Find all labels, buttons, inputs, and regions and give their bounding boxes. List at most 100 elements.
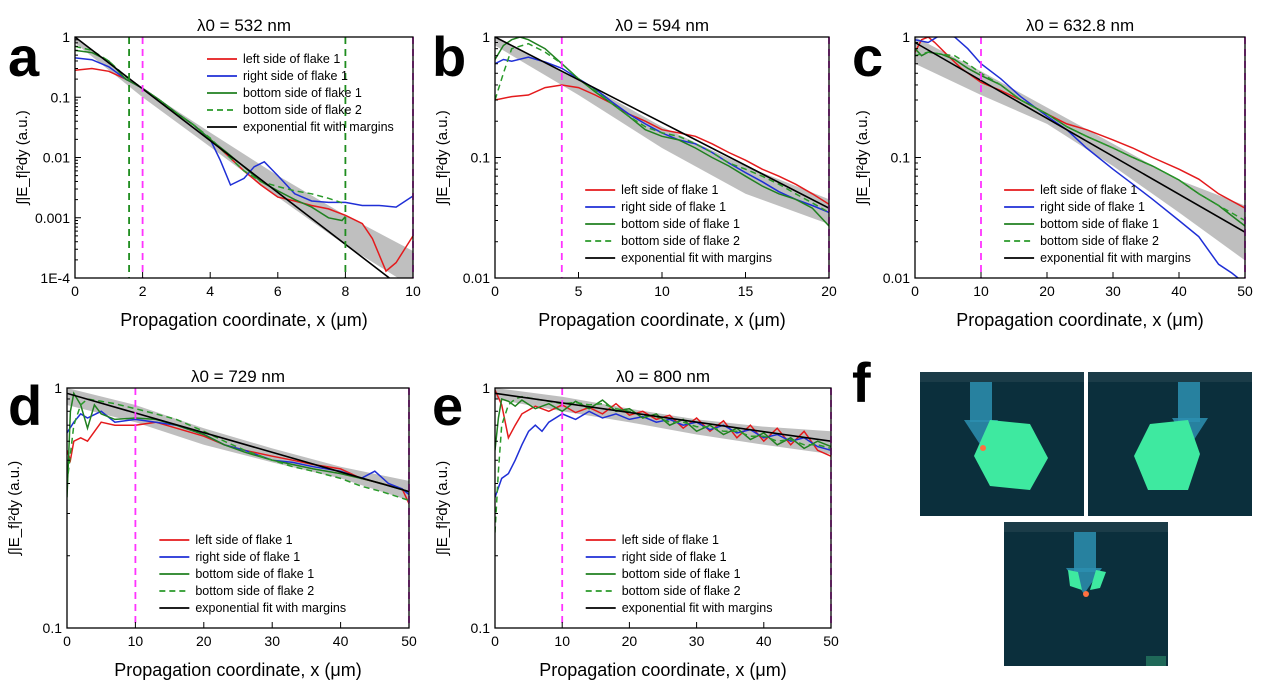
x-tick-label: 6 [274, 283, 282, 299]
x-tick-label: 50 [401, 633, 417, 649]
legend-label-bottom1: bottom side of flake 1 [622, 567, 741, 581]
legend: left side of flake 1 right side of flake … [1004, 183, 1191, 265]
chart-panel-a: 0 2 4 6 8 10 1E-4 0.001 0.01 0.1 1 λ0 = 532 nm Propa… [14, 16, 421, 330]
y-tick-label: 0.001 [35, 210, 70, 226]
fit-margin-band [67, 388, 409, 501]
plot-frame [494, 387, 832, 629]
x-tick-label: 50 [823, 633, 839, 649]
x-tick-label: 10 [654, 283, 670, 299]
y-tick-label: 1 [54, 380, 62, 396]
series-left-line [67, 421, 409, 504]
y-tick-label: 0.1 [471, 150, 491, 166]
legend-label-right: right side of flake 1 [1040, 200, 1145, 214]
x-tick-label: 10 [973, 283, 989, 299]
series-bottom2-line [67, 398, 409, 502]
panel-title: λ0 = 729 nm [191, 367, 285, 386]
x-tick-label: 0 [491, 283, 499, 299]
x-tick-label: 10 [405, 283, 421, 299]
legend-label-left: left side of flake 1 [243, 52, 340, 66]
panel-title: λ0 = 594 nm [615, 16, 709, 35]
plot-area [915, 37, 1245, 278]
x-tick-label: 8 [342, 283, 350, 299]
legend-label-bottom2: bottom side of flake 2 [1040, 234, 1159, 248]
x-tick-label: 40 [333, 633, 349, 649]
x-tick-label: 20 [622, 633, 638, 649]
series-bottom2-line [495, 42, 829, 214]
x-axis-label: Propagation coordinate, x (μm) [538, 310, 786, 330]
panel-letter-e: e [432, 374, 463, 437]
legend-label-bottom2: bottom side of flake 2 [622, 584, 741, 598]
legend-label-bottom1: bottom side of flake 1 [195, 567, 314, 581]
x-tick-label: 20 [1039, 283, 1055, 299]
x-tick-label: 0 [63, 633, 71, 649]
micrograph-3 [1004, 522, 1168, 666]
y-tick-label: 0.1 [51, 89, 71, 105]
micrograph-1 [920, 372, 1084, 516]
x-tick-label: 50 [1237, 283, 1253, 299]
legend-label-right: right side of flake 1 [243, 69, 348, 83]
x-tick-label: 2 [139, 283, 147, 299]
series-bottom1-line [495, 398, 831, 451]
x-axis-label: Propagation coordinate, x (μm) [956, 310, 1204, 330]
y-tick-label: 0.1 [43, 620, 63, 636]
legend-label-fit: exponential fit with margins [195, 601, 346, 615]
plot-area [495, 37, 829, 227]
panel-letter-d: d [8, 374, 42, 437]
series-bottom1-line [495, 37, 829, 227]
legend-label-left: left side of flake 1 [1040, 183, 1137, 197]
y-tick-label: 0.01 [883, 270, 910, 286]
panel-title: λ0 = 800 nm [616, 367, 710, 386]
micrograph-2 [1088, 372, 1252, 516]
x-tick-label: 30 [264, 633, 280, 649]
y-tick-label: 1E-4 [40, 270, 70, 286]
legend-label-fit: exponential fit with margins [243, 120, 394, 134]
x-tick-label: 10 [128, 633, 144, 649]
series-right-line [495, 56, 829, 214]
fit-margin-band [495, 37, 829, 225]
legend-label-bottom1: bottom side of flake 1 [243, 86, 362, 100]
exponential-fit-line [67, 392, 409, 493]
x-tick-label: 40 [1171, 283, 1187, 299]
y-tick-label: 0.1 [891, 150, 911, 166]
exponential-fit-line [495, 392, 831, 443]
x-tick-label: 10 [554, 633, 570, 649]
plot-area [75, 37, 413, 278]
legend-label-right: right side of flake 1 [622, 550, 727, 564]
panel-letter-f: f [852, 351, 871, 414]
legend-label-bottom2: bottom side of flake 2 [621, 234, 740, 248]
x-axis-label: Propagation coordinate, x (μm) [114, 660, 362, 680]
chart-panel-e: 0 10 20 30 40 50 0.1 1 λ0 = 800 nm Propagation co… [434, 367, 839, 680]
legend-label-fit: exponential fit with margins [1040, 251, 1191, 265]
x-tick-label: 20 [821, 283, 837, 299]
plot-frame [66, 387, 410, 629]
y-axis-label: ∫|E_f|²dy (a.u.) [6, 461, 23, 556]
y-axis-label: ∫|E_f|²dy (a.u.) [434, 110, 451, 205]
x-tick-label: 0 [911, 283, 919, 299]
fit-margin-band [915, 37, 1245, 261]
legend-label-left: left side of flake 1 [195, 533, 292, 547]
series-bottom1-line [75, 49, 346, 222]
plot-area [495, 388, 831, 533]
exponential-fit-line [495, 37, 829, 209]
chart-panel-d: 0 10 20 30 40 50 0.1 1 λ0 = 729 nm Propagation co… [6, 367, 417, 680]
series-bottom2-line [915, 51, 1245, 222]
legend-label-bottom1: bottom side of flake 1 [1040, 217, 1159, 231]
panel-title: λ0 = 532 nm [197, 16, 291, 35]
x-tick-label: 40 [756, 633, 772, 649]
x-tick-label: 20 [196, 633, 212, 649]
x-tick-label: 0 [491, 633, 499, 649]
legend-label-left: left side of flake 1 [622, 533, 719, 547]
exponential-fit-line [915, 41, 1245, 233]
panel-letter-c: c [852, 25, 883, 88]
legend-label-bottom2: bottom side of flake 2 [195, 584, 314, 598]
x-tick-label: 30 [1105, 283, 1121, 299]
legend: left side of flake 1 right side of flake … [585, 533, 773, 615]
y-tick-label: 1 [482, 29, 490, 45]
x-tick-label: 4 [206, 283, 214, 299]
x-tick-label: 30 [689, 633, 705, 649]
plot-area [67, 388, 409, 504]
legend-label-right: right side of flake 1 [621, 200, 726, 214]
y-tick-label: 0.01 [43, 150, 70, 166]
y-axis-label: ∫|E_f|²dy (a.u.) [14, 110, 31, 205]
